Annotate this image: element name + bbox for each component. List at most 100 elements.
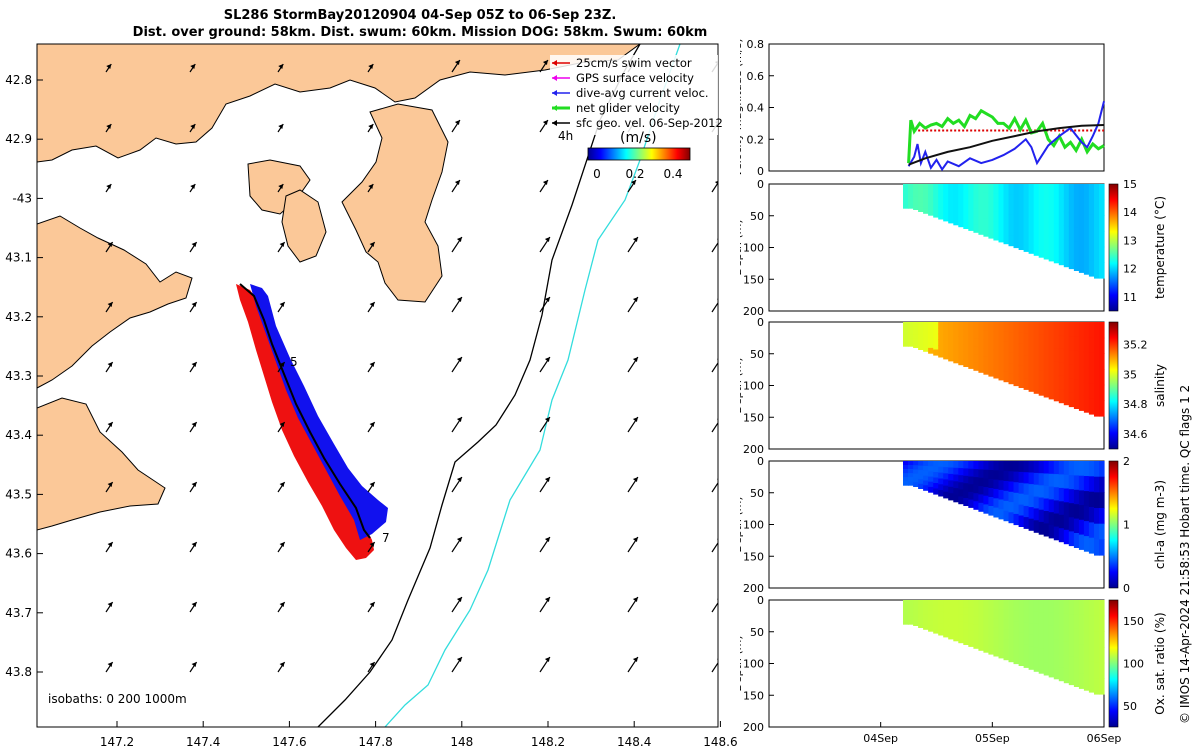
profile-cell: [998, 600, 1005, 611]
profile-cell: [1068, 503, 1075, 518]
profile-cell: [998, 619, 1005, 630]
profile-cell: [1018, 610, 1025, 623]
profile-cell: [1083, 367, 1090, 383]
profile-cell: [1083, 184, 1090, 200]
profile-cell: [1053, 652, 1060, 667]
profile-cell: [1043, 322, 1050, 336]
velocity-arrow-head: [279, 542, 285, 548]
profile-cell: [963, 351, 969, 360]
profile-cell: [1078, 461, 1085, 477]
profile-cell: [1058, 224, 1065, 239]
velocity-arrow: [105, 421, 114, 433]
profile-cell: [988, 184, 994, 194]
profile-cell: [923, 208, 929, 214]
velocity-arrow-head: [190, 124, 196, 130]
profile-cell: [1083, 645, 1090, 661]
profile-cell: [988, 461, 994, 471]
profile-cell: [1094, 384, 1100, 401]
profile-cell: [1083, 630, 1090, 646]
profile-cell: [1033, 659, 1040, 672]
velocity-arrow-head: [369, 602, 375, 608]
profile-cell: [903, 465, 909, 470]
profile-cell: [1053, 487, 1060, 501]
profile-cell: [1023, 494, 1030, 507]
velocity-arrow: [189, 601, 198, 613]
profile-cell: [1013, 631, 1020, 643]
profile-cell: [988, 229, 994, 239]
profile-cell: [1018, 482, 1025, 495]
map-y-tick-label: 42.9: [5, 132, 32, 146]
profile-cell: [908, 330, 914, 335]
profile-cell: [973, 362, 979, 371]
profile-cell: [928, 322, 934, 328]
track-blue-swath: [250, 284, 388, 540]
profile-cell: [993, 498, 999, 509]
profile-cell: [1038, 600, 1045, 613]
profile-colorbar-label: salinity: [1153, 364, 1167, 407]
velocity-arrow: [367, 481, 376, 493]
profile-cell: [963, 483, 969, 492]
profile-cell: [993, 331, 999, 342]
profile-cell: [1033, 611, 1040, 625]
profile-cell: [1043, 461, 1050, 475]
profile-cell: [988, 193, 994, 203]
profile-cell: [1013, 492, 1020, 504]
profile-cell: [923, 188, 929, 195]
profile-cell: [923, 604, 929, 611]
colorbar-units: (m/s): [620, 130, 657, 146]
map-y-tick-label: 43.6: [5, 547, 32, 561]
profile-cell: [953, 461, 959, 469]
profile-cell: [1053, 348, 1060, 362]
profile-cell: [1073, 241, 1080, 257]
profile-cell: [1068, 656, 1075, 671]
profile-cell: [1068, 240, 1075, 255]
profile-cell: [903, 342, 909, 347]
profile-cell: [1088, 199, 1095, 216]
map-y-tick-label: 42.8: [5, 73, 32, 87]
profile-cell: [978, 461, 984, 470]
profile-cell: [938, 322, 944, 329]
velocity-arrow-head: [632, 477, 638, 483]
profile-cell: [1068, 336, 1075, 351]
profile-cell: [943, 190, 949, 197]
profile-cell: [973, 608, 979, 617]
velocity-arrow-shaft: [711, 241, 718, 253]
map-panel: 147.2 147.4 147.6 147.8 148 148.2 148.4 148.6 42…: [5, 43, 738, 749]
profile-cell: [1083, 322, 1090, 338]
profile-cell: [973, 624, 979, 633]
profile-cell: [958, 496, 964, 505]
profile-cell: [1043, 473, 1050, 487]
profile-colorbar: [1108, 183, 1119, 312]
profile-cell: [1043, 384, 1050, 398]
profile-cell: [908, 188, 914, 193]
profile-cell: [978, 192, 984, 202]
profile-cell: [1028, 518, 1035, 531]
profile-cell: [1038, 322, 1045, 335]
velocity-arrow-head: [191, 662, 197, 668]
map-axes: 147.2 147.4 147.6 147.8 148 148.2 148.4 148.6 42…: [5, 73, 737, 749]
profile-cell: [928, 600, 934, 606]
profile-cell: [1028, 495, 1035, 508]
profile-cell: [1094, 508, 1100, 525]
profile-section: [903, 461, 1105, 556]
profile-cell: [998, 470, 1005, 481]
profile-cell: [1008, 225, 1015, 236]
profile-cell: [943, 461, 949, 468]
velocity-arrow-shaft: [711, 661, 718, 673]
velocity-arrow: [539, 476, 551, 493]
profile-cell: [948, 480, 954, 488]
profile-cell: [943, 346, 949, 354]
profile-cell: [1073, 212, 1080, 228]
velocity-arrow: [539, 596, 551, 613]
chart-title-line2: Dist. over ground: 58km. Dist. swum: 60k…: [132, 25, 708, 40]
profile-cell: [958, 614, 964, 622]
profile-cell: [993, 322, 999, 332]
profile-cell: [998, 193, 1005, 204]
profile-cell: [963, 600, 969, 608]
profile-cell: [928, 204, 934, 211]
profile-cell: [933, 472, 939, 479]
profile-cell: [988, 600, 994, 610]
profile-cell: [1028, 345, 1035, 358]
profile-cell: [1088, 337, 1095, 354]
profile-cell: [978, 200, 984, 210]
